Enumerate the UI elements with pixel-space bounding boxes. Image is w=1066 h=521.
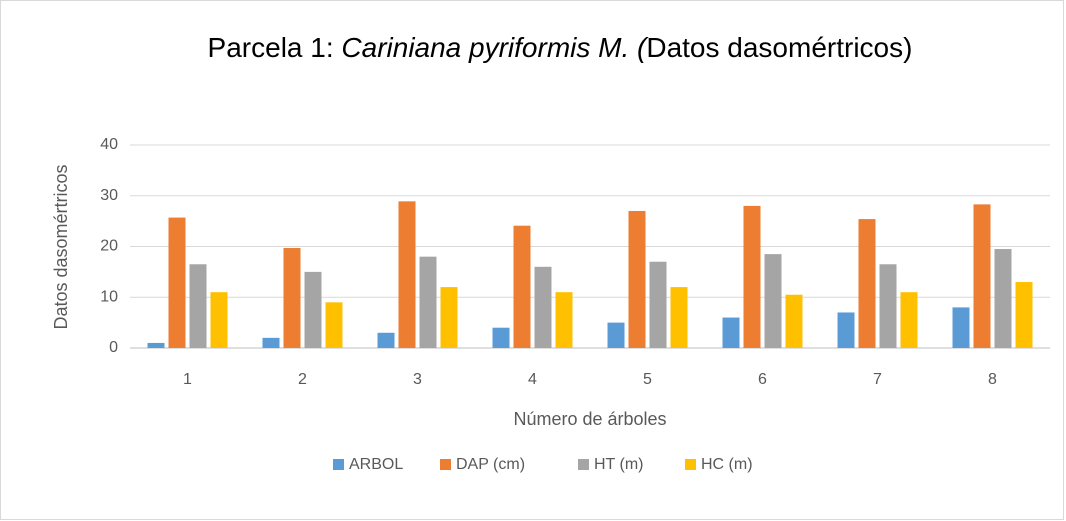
legend-swatch bbox=[440, 459, 451, 470]
title-part: Parcela 1: bbox=[208, 32, 342, 63]
bar bbox=[492, 327, 510, 348]
bar bbox=[952, 307, 970, 348]
bar bbox=[210, 292, 228, 348]
bar bbox=[628, 210, 646, 348]
legend-label: HT (m) bbox=[594, 456, 643, 473]
bar bbox=[168, 217, 186, 348]
bar bbox=[1015, 282, 1033, 348]
bar bbox=[649, 261, 667, 348]
x-tick-label: 6 bbox=[758, 371, 767, 388]
title-part: Datos dasomértricos) bbox=[646, 32, 912, 63]
bar bbox=[607, 322, 625, 348]
legend-swatch bbox=[578, 459, 589, 470]
bar bbox=[764, 254, 782, 348]
bar bbox=[262, 337, 280, 348]
bar bbox=[722, 317, 740, 348]
x-tick-label: 5 bbox=[643, 371, 652, 388]
bar bbox=[670, 287, 688, 348]
x-tick-label: 4 bbox=[528, 371, 537, 388]
bar bbox=[147, 342, 165, 348]
y-tick-label: 0 bbox=[109, 339, 118, 356]
bar bbox=[377, 332, 395, 348]
legend-swatch bbox=[333, 459, 344, 470]
bar bbox=[534, 266, 552, 348]
bar bbox=[785, 294, 803, 348]
x-tick-label: 3 bbox=[413, 371, 422, 388]
bar bbox=[858, 219, 876, 348]
y-axis-title: Datos dasomértricos bbox=[51, 164, 71, 329]
y-tick-label: 40 bbox=[100, 136, 118, 153]
bar bbox=[440, 287, 458, 348]
legend-label: DAP (cm) bbox=[456, 456, 525, 473]
x-tick-label: 2 bbox=[298, 371, 307, 388]
x-axis-title: Número de árboles bbox=[513, 409, 666, 429]
bar bbox=[900, 292, 918, 348]
bar bbox=[189, 264, 207, 348]
bar bbox=[513, 225, 531, 348]
chart-title: Parcela 1: Cariniana pyriformis M. (Dato… bbox=[208, 32, 913, 63]
bar bbox=[879, 264, 897, 348]
bar bbox=[973, 204, 991, 348]
bar bbox=[304, 271, 322, 348]
legend-swatch bbox=[685, 459, 696, 470]
x-tick-label: 1 bbox=[183, 371, 192, 388]
bar bbox=[283, 248, 301, 348]
legend-label: ARBOL bbox=[349, 456, 403, 473]
bar bbox=[994, 249, 1012, 348]
legend-label: HC (m) bbox=[701, 456, 753, 473]
title-part: Cariniana pyriformis M. ( bbox=[341, 32, 649, 63]
bar bbox=[325, 302, 343, 348]
bar bbox=[419, 256, 437, 348]
bar bbox=[398, 201, 416, 348]
y-tick-label: 20 bbox=[100, 238, 118, 255]
bar bbox=[743, 205, 761, 348]
x-tick-label: 7 bbox=[873, 371, 882, 388]
y-tick-label: 10 bbox=[100, 288, 118, 305]
y-tick-label: 30 bbox=[100, 187, 118, 204]
bar bbox=[837, 312, 855, 348]
x-tick-label: 8 bbox=[988, 371, 997, 388]
bar bbox=[555, 292, 573, 348]
